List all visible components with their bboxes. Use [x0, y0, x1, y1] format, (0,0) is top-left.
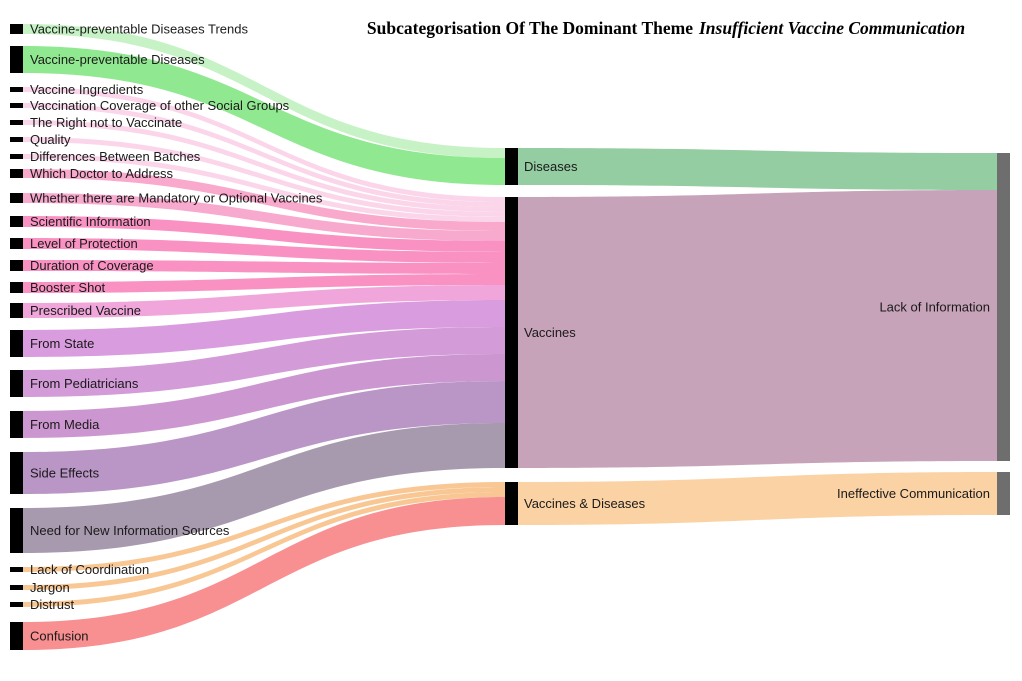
sankey-link-confusion — [23, 497, 505, 650]
sankey-node-ineffective — [997, 472, 1010, 515]
node-label-confusion: Confusion — [30, 629, 89, 644]
node-label-need_new_sources: Need for New Information Sources — [30, 523, 230, 538]
sankey-node-vaccines — [505, 197, 518, 468]
node-label-vpd: Vaccine-preventable Diseases — [30, 52, 205, 67]
sankey-node-level_protection — [10, 238, 23, 249]
node-label-level_protection: Level of Protection — [30, 236, 138, 251]
sankey-link-from_state — [23, 300, 505, 357]
sankey-link-from_media — [23, 354, 505, 438]
sankey-node-whether_mandatory — [10, 193, 23, 203]
sankey-node-ingredients — [10, 87, 23, 92]
sankey-link-trends — [23, 24, 505, 158]
sankey-node-lack_coordination — [10, 567, 23, 572]
sankey-link-whether_mandatory — [23, 193, 505, 241]
node-label-scientific_info: Scientific Information — [30, 214, 151, 229]
node-label-vd: Vaccines & Diseases — [524, 496, 646, 511]
node-label-trends: Vaccine-preventable Diseases Trends — [30, 22, 248, 37]
sankey-node-need_new_sources — [10, 508, 23, 553]
node-label-vaccines: Vaccines — [524, 325, 576, 340]
node-label-quality: Quality — [30, 132, 71, 147]
sankey-node-differences — [10, 154, 23, 159]
sankey-link-distrust — [23, 492, 505, 607]
sankey-node-prescribed_vaccine — [10, 303, 23, 318]
sankey-node-vpd — [10, 46, 23, 73]
node-label-from_state: From State — [30, 336, 94, 351]
node-label-side_effects: Side Effects — [30, 466, 100, 481]
sankey-node-jargon — [10, 585, 23, 590]
sankey-node-loi — [997, 153, 1010, 461]
sankey-link-scientific_info — [23, 216, 505, 252]
node-label-ingredients: Vaccine Ingredients — [30, 82, 144, 97]
chart-title-main: Subcategorisation Of The Dominant Theme — [366, 18, 693, 38]
sankey-link-duration_coverage — [23, 260, 505, 274]
sankey-node-from_pediatricians — [10, 370, 23, 397]
sankey-node-duration_coverage — [10, 260, 23, 271]
node-label-from_pediatricians: From Pediatricians — [30, 376, 139, 391]
node-label-diseases: Diseases — [524, 159, 578, 174]
node-label-prescribed_vaccine: Prescribed Vaccine — [30, 303, 141, 318]
node-label-loi: Lack of Information — [879, 300, 990, 315]
sankey-link-side_effects — [23, 381, 505, 494]
sankey-node-trends — [10, 24, 23, 34]
sankey-node-diseases — [505, 148, 518, 185]
sankey-node-from_media — [10, 411, 23, 438]
sankey-link-jargon — [23, 487, 505, 590]
node-label-from_media: From Media — [30, 417, 100, 432]
sankey-node-quality — [10, 137, 23, 142]
node-label-differences: Differences Between Batches — [30, 149, 201, 164]
sankey-link-prescribed_vaccine — [23, 285, 505, 318]
node-label-ineffective: Ineffective Communication — [837, 486, 990, 501]
node-label-duration_coverage: Duration of Coverage — [30, 258, 154, 273]
sankey-link-right_not_vaccinate — [23, 120, 505, 212]
sankey-link-lack_coordination — [23, 482, 505, 572]
sankey-node-right_not_vaccinate — [10, 120, 23, 125]
sankey-node-coverage — [10, 103, 23, 108]
node-label-which_doctor: Which Doctor to Address — [30, 166, 174, 181]
node-label-whether_mandatory: Whether there are Mandatory or Optional … — [30, 191, 323, 206]
sankey-node-from_state — [10, 330, 23, 357]
node-label-booster_shot: Booster Shot — [30, 280, 106, 295]
sankey-link-vaccines — [518, 190, 997, 468]
sankey-node-scientific_info — [10, 216, 23, 227]
sankey-link-booster_shot — [23, 274, 505, 293]
node-label-lack_coordination: Lack of Coordination — [30, 562, 149, 577]
sankey-node-which_doctor — [10, 169, 23, 178]
chart-title: Subcategorisation Of The Dominant Theme I… — [320, 18, 1012, 39]
sankey-link-coverage — [23, 103, 505, 207]
chart-title-emphasis: Insufficient Vaccine Communication — [698, 18, 966, 38]
sankey-link-ingredients — [23, 87, 505, 202]
sankey-link-diseases — [518, 148, 997, 190]
sankey-link-differences — [23, 154, 505, 222]
sankey-link-need_new_sources — [23, 423, 505, 553]
sankey-link-level_protection — [23, 238, 505, 263]
node-label-jargon: Jargon — [30, 580, 70, 595]
sankey-node-distrust — [10, 602, 23, 607]
sankey-node-booster_shot — [10, 282, 23, 293]
sankey-node-vd — [505, 482, 518, 525]
node-label-distrust: Distrust — [30, 597, 74, 612]
sankey-link-vpd — [23, 46, 505, 185]
sankey-link-vd — [518, 472, 997, 525]
sankey-link-from_pediatricians — [23, 327, 505, 397]
sankey-link-quality — [23, 137, 505, 217]
node-label-coverage: Vaccination Coverage of other Social Gro… — [30, 98, 290, 113]
sankey-link-which_doctor — [23, 169, 505, 231]
node-label-right_not_vaccinate: The Right not to Vaccinate — [30, 115, 182, 130]
sankey-node-side_effects — [10, 452, 23, 494]
sankey-node-confusion — [10, 622, 23, 650]
